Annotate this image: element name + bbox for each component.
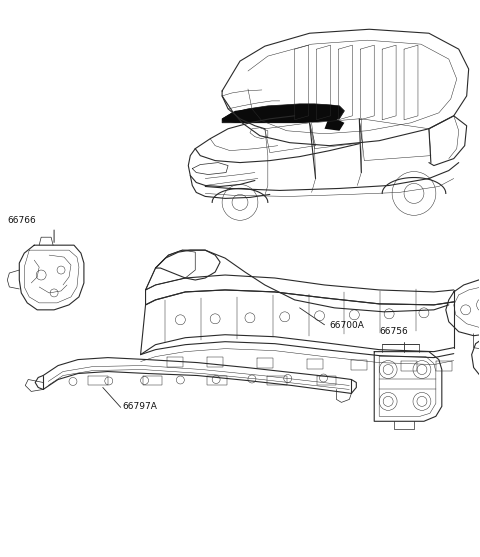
Text: 66700A: 66700A — [329, 321, 364, 330]
Text: 66766: 66766 — [7, 216, 36, 225]
Polygon shape — [222, 105, 341, 123]
Text: 66756: 66756 — [379, 327, 408, 336]
Text: 66797A: 66797A — [123, 402, 157, 411]
Polygon shape — [222, 104, 344, 123]
Polygon shape — [324, 116, 344, 131]
